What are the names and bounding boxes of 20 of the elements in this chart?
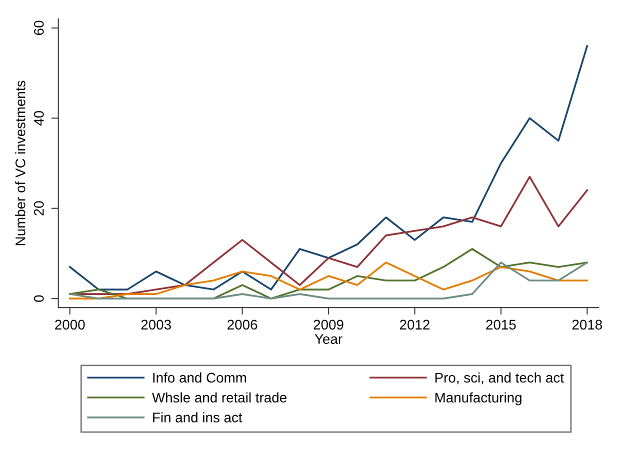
y-axis-title: Number of VC investments: [15, 80, 26, 246]
y-tick-label: 40: [34, 110, 44, 126]
x-tick-label: 2012: [400, 320, 430, 330]
x-tick-label: 2003: [141, 320, 171, 330]
legend-label: Manufacturing: [435, 392, 522, 406]
x-tick-label: 2009: [314, 320, 344, 330]
legend-label: Whsle and retail trade: [152, 392, 286, 403]
x-tick-label: 2006: [228, 320, 258, 330]
x-axis-title: Year: [314, 334, 342, 344]
y-tick-label: 20: [34, 201, 44, 216]
line-series: [68, 262, 588, 300]
line-series: [68, 45, 588, 290]
x-tick-label: 2000: [55, 320, 85, 330]
x-tick-label: 2015: [486, 320, 516, 330]
x-tick-label: 2018: [572, 320, 602, 330]
legend-label: Info and Comm: [153, 372, 246, 383]
legend-label: Fin and ins act: [153, 412, 242, 422]
y-tick-label: 0: [34, 295, 44, 302]
y-tick-label: 60: [34, 20, 44, 35]
legend-label: Pro, sci, and tech act: [435, 372, 564, 384]
